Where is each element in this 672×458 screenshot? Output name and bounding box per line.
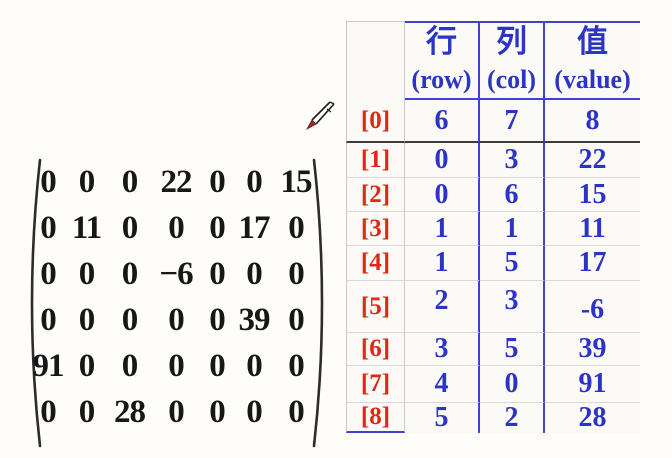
matrix-cell: 0 xyxy=(209,347,226,384)
matrix-cell: 0 xyxy=(40,255,57,292)
matrix-cell: 0 xyxy=(246,163,263,200)
row-index-label: [5] xyxy=(346,281,405,333)
row-cell: 5 xyxy=(405,402,480,433)
matrix-cell: 0 xyxy=(209,393,226,430)
row-index-label: [6] xyxy=(346,333,405,366)
matrix-cell: −6 xyxy=(159,255,193,292)
matrix-cell: 0 xyxy=(40,163,57,200)
col-cell: 3 xyxy=(480,281,545,333)
row-index-label: [3] xyxy=(346,212,405,246)
col-cell: 5 xyxy=(480,246,545,281)
value-cell: 28 xyxy=(578,402,607,433)
value-cell: 17 xyxy=(545,246,640,281)
matrix-cell: 0 xyxy=(40,209,57,246)
row-cell: 1 xyxy=(405,212,480,246)
row-cell: 4 xyxy=(405,366,480,403)
matrix-cell: 0 xyxy=(121,209,139,246)
header-row-col: 行 (row) xyxy=(405,21,480,100)
col-cell: 0 xyxy=(480,366,545,403)
left-paren xyxy=(30,158,42,448)
right-paren xyxy=(312,158,324,448)
col-cell: 6 xyxy=(480,178,545,212)
matrix-cell: 0 xyxy=(246,347,263,384)
matrix-cell: 0 xyxy=(78,255,96,292)
matrix-cell: 0 xyxy=(40,393,57,430)
header-col-zh: 列 xyxy=(496,24,527,59)
row-cell: 0 xyxy=(405,143,480,178)
matrix-cell: 0 xyxy=(78,163,96,200)
matrix-cell: 0 xyxy=(288,393,305,430)
value-cell: 91 xyxy=(545,366,640,403)
triples-table: 行 (row) 列 (col) 值 (value) [0] 6 7 8 [1] 0 3 22[… xyxy=(346,21,640,433)
matrix-cell: 0 xyxy=(209,209,226,246)
matrix-cell: 0 xyxy=(168,301,185,338)
matrix-cell: 0 xyxy=(209,255,226,292)
matrix-cell: 17 xyxy=(238,209,271,246)
value-cell: 11 xyxy=(545,212,640,246)
row-cell: 1 xyxy=(405,246,480,281)
col-cell: 3 xyxy=(480,143,545,178)
matrix-cell: 0 xyxy=(288,347,305,384)
value-cell: 15 xyxy=(545,178,640,212)
header-value-col: 值 (value) xyxy=(545,21,640,100)
value-cell: 22 xyxy=(545,143,640,178)
matrix-cell: 0 xyxy=(246,255,263,292)
row-cell: 3 xyxy=(405,333,480,366)
pencil-cursor-icon xyxy=(305,101,335,131)
row-index-label: [0] xyxy=(346,100,405,143)
matrix-cell: 0 xyxy=(288,255,305,292)
row-cell: 0 xyxy=(405,178,480,212)
col-cell: 7 xyxy=(480,100,545,143)
row-index-label: [1] xyxy=(346,143,405,178)
matrix-cell: 11 xyxy=(71,209,102,246)
matrix-cell: 0 xyxy=(288,209,305,246)
matrix-cell: 0 xyxy=(168,209,185,246)
table-corner-cell xyxy=(346,21,405,100)
value-cell: 8 xyxy=(545,100,640,143)
row-index-label: [4] xyxy=(346,246,405,281)
matrix-cell: 0 xyxy=(209,163,226,200)
header-value-en: (value) xyxy=(554,65,631,94)
matrix-cell: 0 xyxy=(209,301,226,338)
header-col-en: (col) xyxy=(486,65,537,94)
matrix-cell: 0 xyxy=(40,301,57,338)
row-cell: 6 xyxy=(405,100,480,143)
header-row-en: (row) xyxy=(411,65,472,94)
row-index-label: [8] xyxy=(346,403,405,433)
matrix-cell: 39 xyxy=(238,301,271,338)
value-cell: 39 xyxy=(545,333,640,366)
matrix-cell: 0 xyxy=(288,301,305,338)
matrix-cell: 0 xyxy=(78,393,96,430)
matrix-cell: 28 xyxy=(114,393,146,430)
col-cell: 1 xyxy=(480,212,545,246)
matrix-grid: 0 0 0 22 0 0 15 0 11 0 0 0 17 0 0 0 0 −6 0 0 0 0 0 0 0 0 39 0 91 0 0 0 0… xyxy=(30,159,318,435)
header-value-zh: 值 xyxy=(577,24,608,59)
row-cell: 2 xyxy=(405,281,480,333)
row-index-label: [7] xyxy=(346,366,405,403)
matrix-cell: 0 xyxy=(121,163,139,200)
col-cell: 5 xyxy=(480,333,545,366)
matrix-cell: 91 xyxy=(32,347,65,384)
row-index-label: [2] xyxy=(346,178,405,212)
value-cell: -6 xyxy=(545,281,640,333)
matrix-cell: 22 xyxy=(160,163,193,200)
matrix-cell: 0 xyxy=(168,347,185,384)
matrix-cell: 0 xyxy=(121,255,139,292)
col-cell: 2 xyxy=(480,402,545,433)
matrix-cell: 0 xyxy=(78,347,96,384)
header-col-col: 列 (col) xyxy=(480,21,545,100)
matrix-cell: 15 xyxy=(280,163,313,200)
matrix-cell: 0 xyxy=(78,301,96,338)
matrix-cell: 0 xyxy=(246,393,263,430)
header-row-zh: 行 xyxy=(426,24,457,59)
matrix-cell: 0 xyxy=(121,301,139,338)
matrix-cell: 0 xyxy=(121,347,139,384)
matrix-cell: 0 xyxy=(168,393,185,430)
